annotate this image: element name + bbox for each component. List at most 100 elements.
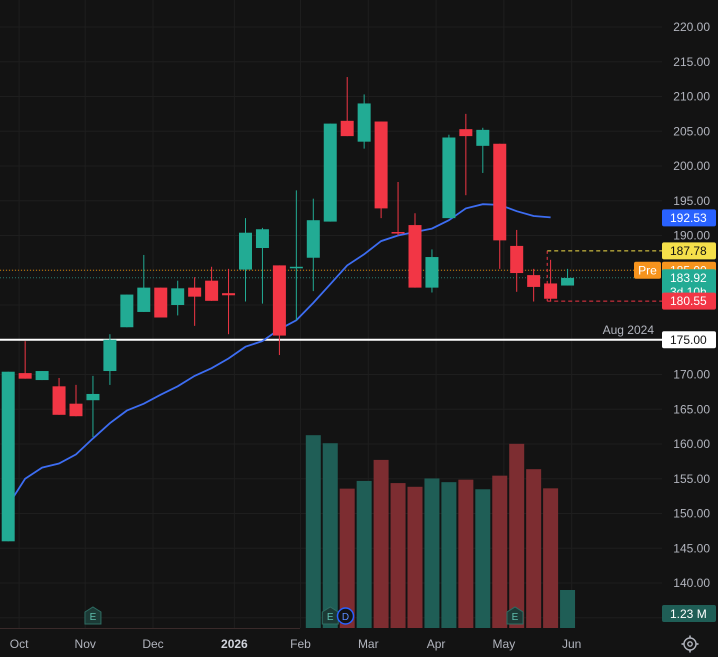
candle-body <box>103 339 117 372</box>
candle <box>120 294 134 328</box>
price-tag: 175.00 <box>662 331 716 349</box>
price-tag: 187.78 <box>662 242 716 260</box>
candle-body <box>510 245 524 274</box>
candle <box>408 213 422 288</box>
price-tag-bg <box>662 292 716 310</box>
price-tick-label: 195.00 <box>673 194 710 208</box>
candle-body <box>239 232 252 270</box>
candle-body <box>442 137 456 219</box>
volume-bar <box>509 443 525 628</box>
price-tick-label: 145.00 <box>673 541 710 555</box>
candle-body <box>527 275 541 287</box>
candles <box>1 77 575 542</box>
earnings-marker-shape <box>506 606 524 625</box>
volume-bar <box>390 483 406 628</box>
price-tag-bg <box>662 269 716 300</box>
candle-body <box>35 371 49 381</box>
volume-bar <box>407 486 423 628</box>
time-tick-label: Jun <box>562 637 581 651</box>
volume-bar <box>458 479 474 628</box>
candle-body <box>374 121 388 209</box>
candle <box>357 94 371 149</box>
price-tick-label: 170.00 <box>673 368 710 382</box>
marker-letter: E <box>327 612 334 623</box>
price-tick-label: 190.00 <box>673 229 710 243</box>
candle-body <box>171 288 185 305</box>
candle <box>18 341 32 379</box>
volume-bar <box>526 469 542 628</box>
price-tag: 180.55 <box>662 292 716 310</box>
candle-body <box>323 123 337 222</box>
candle <box>306 198 320 292</box>
time-axis[interactable]: Oct Nov Dec 2026 Feb Mar Apr May Jun <box>10 637 582 651</box>
candle-body <box>493 143 507 241</box>
volume-bar <box>424 478 440 628</box>
candle-body <box>306 220 320 258</box>
price-tick-label: 140.00 <box>673 576 710 590</box>
candle <box>476 127 490 173</box>
candle <box>340 77 354 137</box>
candle <box>255 227 269 304</box>
candle-body <box>425 257 439 288</box>
candle-body <box>222 293 236 296</box>
marker-letter: E <box>512 612 519 623</box>
settings-icon[interactable] <box>681 635 699 653</box>
horizontal-line-label: Aug 2024 <box>603 323 655 337</box>
price-tick-label: 215.00 <box>673 55 710 69</box>
time-tick-label: Dec <box>142 637 163 651</box>
candle <box>442 134 456 219</box>
time-tick-label: Nov <box>75 637 96 651</box>
candle <box>137 254 151 312</box>
candle <box>52 377 66 415</box>
price-tick-label: 205.00 <box>673 124 710 138</box>
price-tag-bg <box>662 242 716 260</box>
candle <box>103 334 117 385</box>
candle <box>171 280 185 316</box>
earnings-marker[interactable]: E <box>84 606 102 625</box>
candle-body <box>272 265 286 336</box>
volume-bar <box>560 589 576 628</box>
candle-body <box>255 229 269 249</box>
price-tag-text: 180.55 <box>670 294 707 308</box>
candle-body <box>391 232 405 234</box>
candle-body <box>561 277 575 286</box>
candle-body <box>120 294 134 328</box>
price-tick-label: 220.00 <box>673 20 710 34</box>
candle <box>561 268 575 286</box>
candle-body <box>289 266 303 269</box>
volume-bar <box>339 488 355 628</box>
volume-bar <box>492 475 508 628</box>
candle <box>391 181 405 236</box>
candle <box>69 384 83 417</box>
price-tick-label: 150.00 <box>673 507 710 521</box>
volume-tag: 1.23 M <box>662 605 716 622</box>
candle-body <box>544 283 558 299</box>
earnings-marker[interactable]: E <box>506 606 524 625</box>
candle-body <box>340 120 354 137</box>
candle <box>272 265 286 356</box>
candle <box>544 259 558 301</box>
candle-body <box>86 393 100 401</box>
candle <box>374 121 388 219</box>
time-tick-label: Feb <box>290 637 311 651</box>
volume-bar <box>373 459 389 628</box>
marker-letter: E <box>90 612 97 623</box>
candle-body <box>357 103 371 142</box>
volume-tag-bg <box>662 605 716 622</box>
candle <box>239 218 252 302</box>
candle <box>222 268 236 335</box>
candle <box>205 266 219 301</box>
marker-letter: D <box>342 612 349 623</box>
price-tag-text: 183.92 <box>670 271 707 285</box>
time-tick-label: Mar <box>358 637 379 651</box>
candle-body <box>459 129 473 137</box>
pre-market-badge-bg <box>634 261 661 279</box>
price-tick-label: 155.00 <box>673 472 710 486</box>
price-tag-bg <box>662 209 716 227</box>
candle <box>510 229 524 292</box>
candle <box>86 375 100 438</box>
candle-body <box>18 373 32 379</box>
candle-body <box>137 287 151 312</box>
dividend-marker[interactable]: D <box>336 607 355 625</box>
